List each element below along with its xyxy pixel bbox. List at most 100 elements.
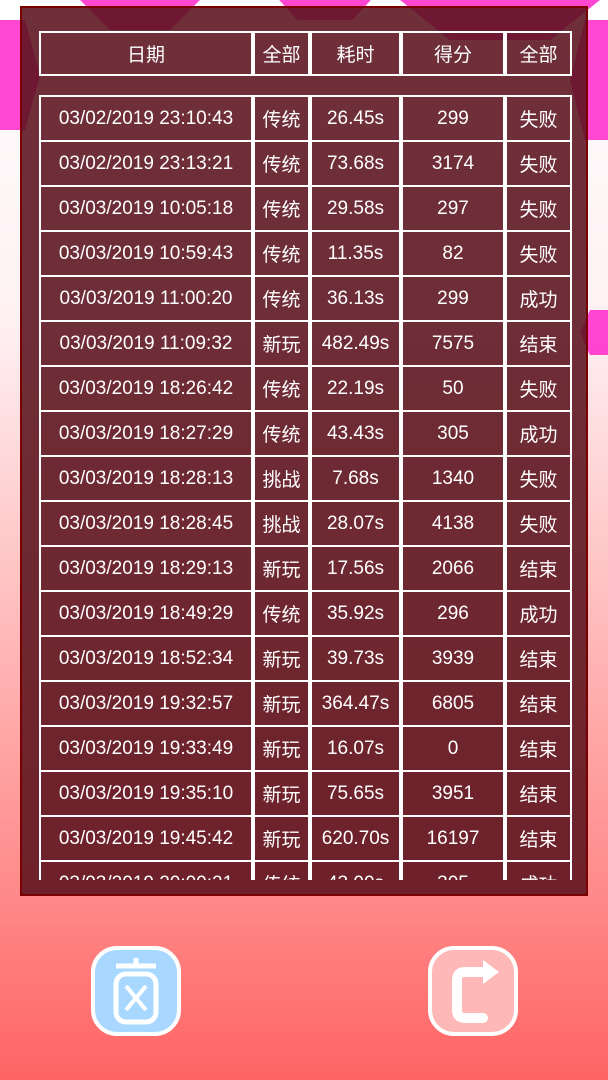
table-row[interactable]: 03/03/2019 11:00:20 传统 36.13s 299 成功 <box>39 275 572 320</box>
cell-result: 失败 <box>505 455 572 500</box>
cell-result: 失败 <box>505 140 572 185</box>
table-row[interactable]: 03/03/2019 18:26:42 传统 22.19s 50 失败 <box>39 365 572 410</box>
table-row[interactable]: 03/03/2019 18:52:34 新玩 39.73s 3939 结束 <box>39 635 572 680</box>
cell-score: 1340 <box>401 455 505 500</box>
cell-score: 305 <box>401 410 505 455</box>
table-row[interactable]: 03/02/2019 23:13:21 传统 73.68s 3174 失败 <box>39 140 572 185</box>
cell-time: 28.07s <box>310 500 401 545</box>
cell-time: 73.68s <box>310 140 401 185</box>
table-header: 日期 全部 耗时 得分 全部 <box>39 31 572 76</box>
cell-result: 失败 <box>505 365 572 410</box>
cell-score: 3951 <box>401 770 505 815</box>
cell-score: 3939 <box>401 635 505 680</box>
table-row[interactable]: 03/03/2019 19:33:49 新玩 16.07s 0 结束 <box>39 725 572 770</box>
cell-result: 成功 <box>505 590 572 635</box>
cell-score: 305 <box>401 860 505 880</box>
table-row[interactable]: 03/03/2019 18:28:45 挑战 28.07s 4138 失败 <box>39 500 572 545</box>
return-arrow-icon <box>452 960 499 1023</box>
cell-date: 03/02/2019 23:10:43 <box>39 95 253 140</box>
cell-date: 03/03/2019 11:00:20 <box>39 275 253 320</box>
cell-date: 03/03/2019 18:28:45 <box>39 500 253 545</box>
cell-mode: 挑战 <box>253 500 310 545</box>
header-score[interactable]: 得分 <box>401 31 505 76</box>
table-row[interactable]: 03/03/2019 19:45:42 新玩 620.70s 16197 结束 <box>39 815 572 860</box>
table-row[interactable]: 03/03/2019 10:59:43 传统 11.35s 82 失败 <box>39 230 572 275</box>
cell-score: 299 <box>401 95 505 140</box>
cell-time: 16.07s <box>310 725 401 770</box>
cell-score: 7575 <box>401 320 505 365</box>
cell-mode: 新玩 <box>253 680 310 725</box>
cell-mode: 传统 <box>253 140 310 185</box>
cell-mode: 新玩 <box>253 320 310 365</box>
table-row[interactable]: 03/03/2019 19:32:57 新玩 364.47s 6805 结束 <box>39 680 572 725</box>
table-row[interactable]: 03/03/2019 18:28:13 挑战 7.68s 1340 失败 <box>39 455 572 500</box>
cell-mode: 传统 <box>253 275 310 320</box>
cell-score: 2066 <box>401 545 505 590</box>
cell-time: 482.49s <box>310 320 401 365</box>
table-row[interactable]: 03/02/2019 23:10:43 传统 26.45s 299 失败 <box>39 95 572 140</box>
cell-result: 结束 <box>505 680 572 725</box>
table-row[interactable]: 03/03/2019 11:09:32 新玩 482.49s 7575 结束 <box>39 320 572 365</box>
table-row[interactable]: 03/03/2019 18:49:29 传统 35.92s 296 成功 <box>39 590 572 635</box>
cell-score: 50 <box>401 365 505 410</box>
cell-time: 29.58s <box>310 185 401 230</box>
records-panel: 日期 全部 耗时 得分 全部 03/02/2019 23:10:43 传统 26.4… <box>20 6 588 896</box>
cell-result: 成功 <box>505 410 572 455</box>
cell-time: 22.19s <box>310 365 401 410</box>
header-date[interactable]: 日期 <box>39 31 253 76</box>
cell-date: 03/03/2019 18:29:13 <box>39 545 253 590</box>
cell-date: 03/03/2019 19:35:10 <box>39 770 253 815</box>
cell-date: 03/03/2019 18:26:42 <box>39 365 253 410</box>
table-row[interactable]: 03/03/2019 18:27:29 传统 43.43s 305 成功 <box>39 410 572 455</box>
header-time[interactable]: 耗时 <box>310 31 401 76</box>
cell-mode: 传统 <box>253 410 310 455</box>
table-row[interactable]: 03/03/2019 10:05:18 传统 29.58s 297 失败 <box>39 185 572 230</box>
cell-mode: 新玩 <box>253 635 310 680</box>
cell-result: 失败 <box>505 500 572 545</box>
table-row[interactable]: 03/03/2019 18:29:13 新玩 17.56s 2066 结束 <box>39 545 572 590</box>
cell-date: 03/03/2019 18:27:29 <box>39 410 253 455</box>
cell-score: 299 <box>401 275 505 320</box>
cell-result: 失败 <box>505 95 572 140</box>
cell-mode: 传统 <box>253 95 310 140</box>
cell-time: 75.65s <box>310 770 401 815</box>
cell-time: 26.45s <box>310 95 401 140</box>
records-list[interactable]: 03/02/2019 23:10:43 传统 26.45s 299 失败 03/02/20… <box>22 8 586 880</box>
header-mode-filter[interactable]: 全部 <box>253 31 310 76</box>
header-result-filter[interactable]: 全部 <box>505 31 572 76</box>
cell-date: 03/03/2019 20:00:21 <box>39 860 253 880</box>
cell-time: 17.56s <box>310 545 401 590</box>
cell-score: 4138 <box>401 500 505 545</box>
cell-mode: 传统 <box>253 590 310 635</box>
cell-result: 结束 <box>505 725 572 770</box>
cell-date: 03/03/2019 19:33:49 <box>39 725 253 770</box>
cell-date: 03/03/2019 18:52:34 <box>39 635 253 680</box>
cell-mode: 传统 <box>253 185 310 230</box>
cell-result: 失败 <box>505 230 572 275</box>
cell-result: 成功 <box>505 275 572 320</box>
cell-score: 3174 <box>401 140 505 185</box>
cell-result: 结束 <box>505 770 572 815</box>
clear-button[interactable] <box>91 946 181 1036</box>
cell-mode: 传统 <box>253 860 310 880</box>
cell-mode: 新玩 <box>253 725 310 770</box>
cell-score: 6805 <box>401 680 505 725</box>
table-row[interactable]: 03/03/2019 19:35:10 新玩 75.65s 3951 结束 <box>39 770 572 815</box>
cell-score: 0 <box>401 725 505 770</box>
cell-date: 03/03/2019 18:28:13 <box>39 455 253 500</box>
cell-result: 结束 <box>505 545 572 590</box>
cell-date: 03/03/2019 11:09:32 <box>39 320 253 365</box>
cell-date: 03/03/2019 10:05:18 <box>39 185 253 230</box>
back-button[interactable] <box>428 946 518 1036</box>
cell-time: 43.43s <box>310 410 401 455</box>
trash-x-icon <box>113 958 159 1025</box>
cell-date: 03/03/2019 18:49:29 <box>39 590 253 635</box>
cell-result: 成功 <box>505 860 572 880</box>
cell-date: 03/03/2019 19:32:57 <box>39 680 253 725</box>
table-row[interactable]: 03/03/2019 20:00:21传统43.00s305成功 <box>39 860 572 880</box>
cell-mode: 新玩 <box>253 545 310 590</box>
cell-mode: 挑战 <box>253 455 310 500</box>
cell-time: 364.47s <box>310 680 401 725</box>
cell-time: 36.13s <box>310 275 401 320</box>
cell-mode: 传统 <box>253 230 310 275</box>
